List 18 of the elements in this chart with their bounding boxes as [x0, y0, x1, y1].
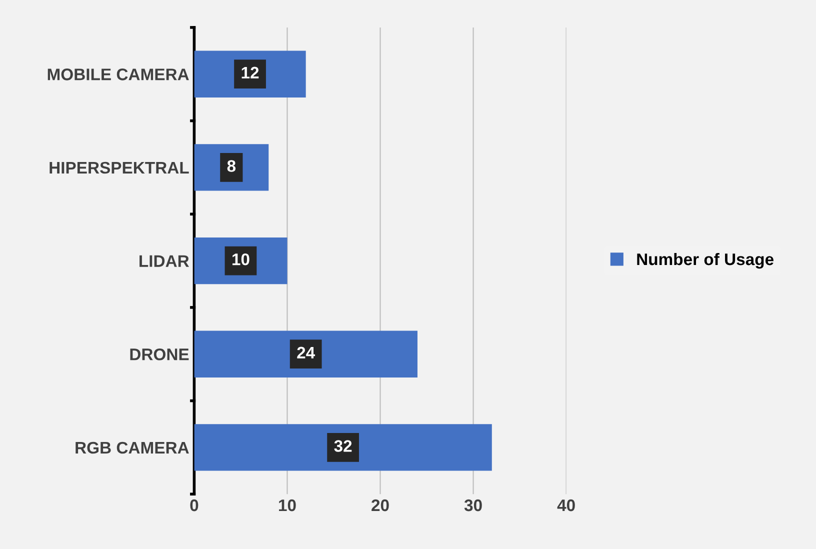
x-tick-label: 40	[557, 499, 575, 512]
data-label: 8	[227, 160, 236, 172]
data-label: 32	[334, 440, 352, 452]
y-tick-label: DRONE	[130, 348, 189, 360]
x-tick-label: 0	[190, 499, 198, 512]
x-tick-label: 30	[464, 499, 482, 512]
data-label: 10	[232, 253, 250, 266]
bar	[194, 424, 492, 471]
legend-label: Number of Usage	[637, 252, 774, 269]
data-label: 12	[242, 66, 259, 78]
y-tick-label: MOBILE CAMERA	[48, 68, 189, 80]
bar	[194, 330, 418, 378]
x-tick-label: 10	[279, 499, 296, 512]
y-tick-label: HIPERSPEKTRAL	[50, 162, 189, 174]
data-label: 24	[297, 346, 316, 358]
y-tick-label: RGB CAMERA	[76, 442, 189, 454]
x-tick-label: 20	[372, 499, 389, 512]
y-tick-label: LIDAR	[140, 255, 190, 267]
